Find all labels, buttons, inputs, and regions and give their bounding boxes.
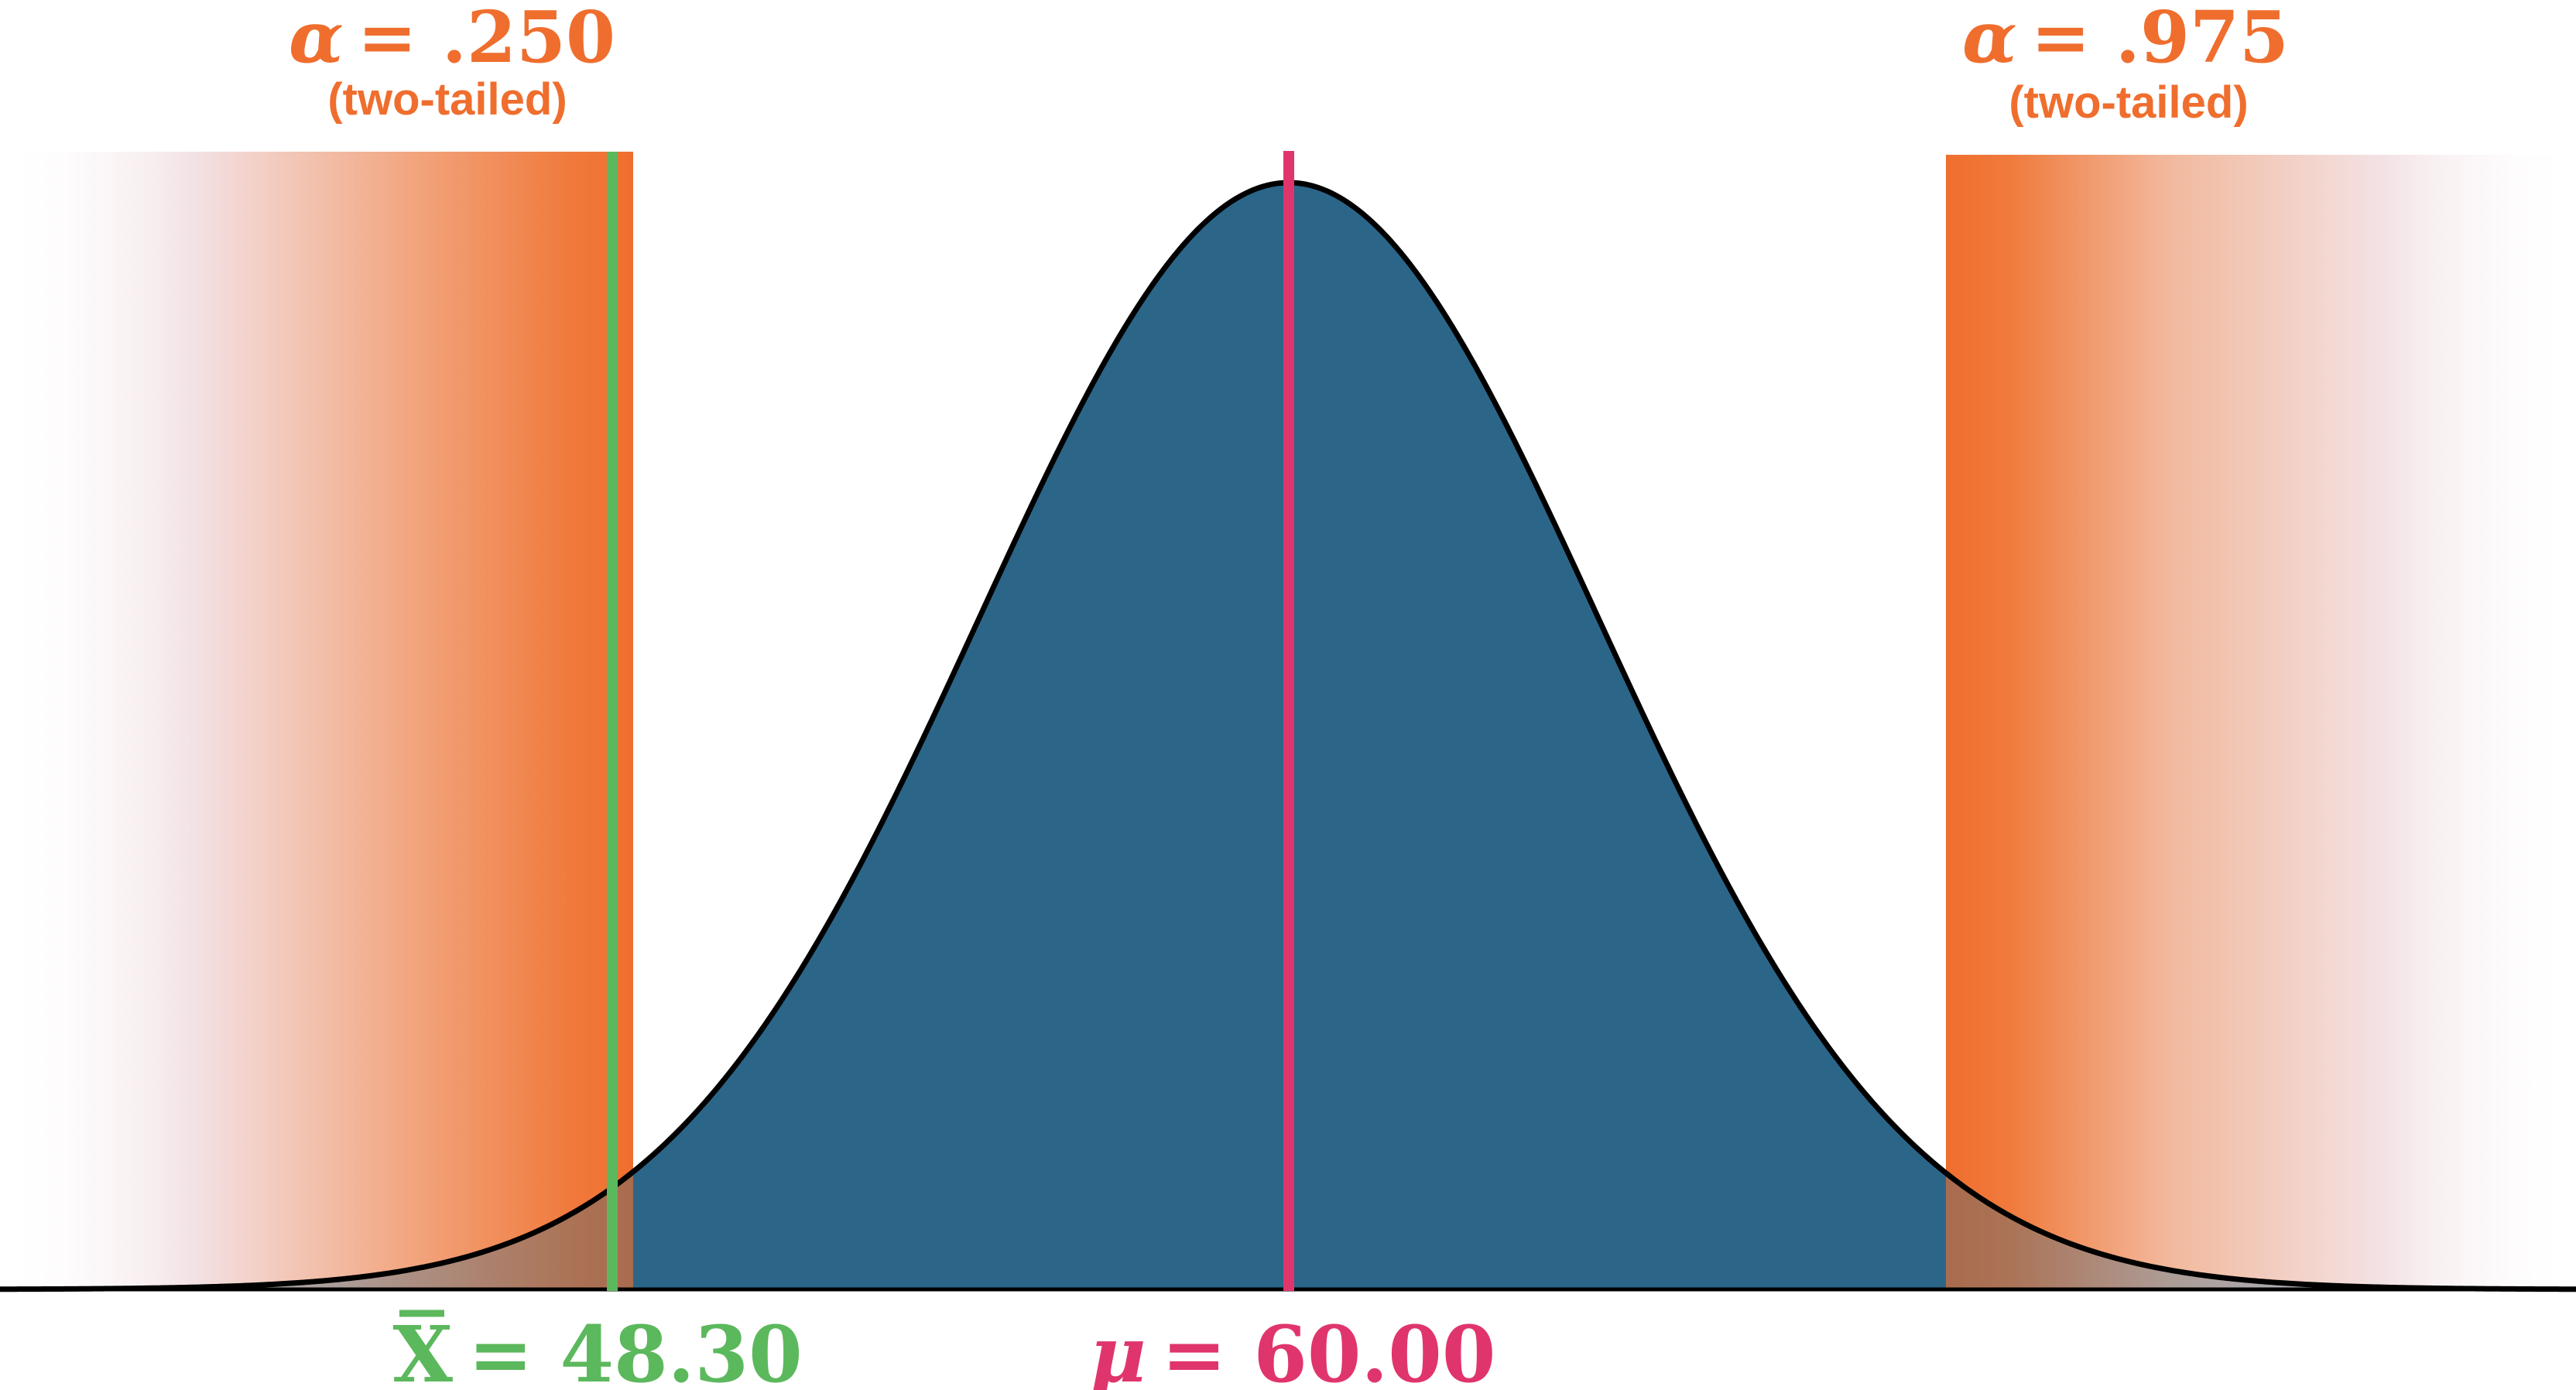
left-tail-note: (two-tailed) [327, 74, 567, 125]
right-alpha-label: α = .975 [1962, 0, 2289, 79]
population-mean-label: μ = 60.00 [1090, 1309, 1496, 1390]
left-alpha-label: α = .250 [289, 0, 615, 79]
right-rejection-region [1946, 155, 2576, 1289]
right-tail-note: (two-tailed) [2009, 77, 2248, 128]
sample-mean-label: X = 48.30 [392, 1309, 802, 1390]
left-rejection-region [0, 152, 633, 1289]
